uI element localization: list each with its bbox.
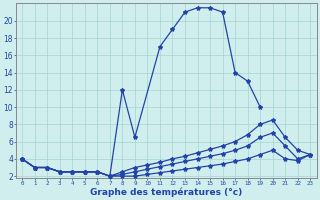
X-axis label: Graphe des températures (°c): Graphe des températures (°c)	[90, 187, 242, 197]
